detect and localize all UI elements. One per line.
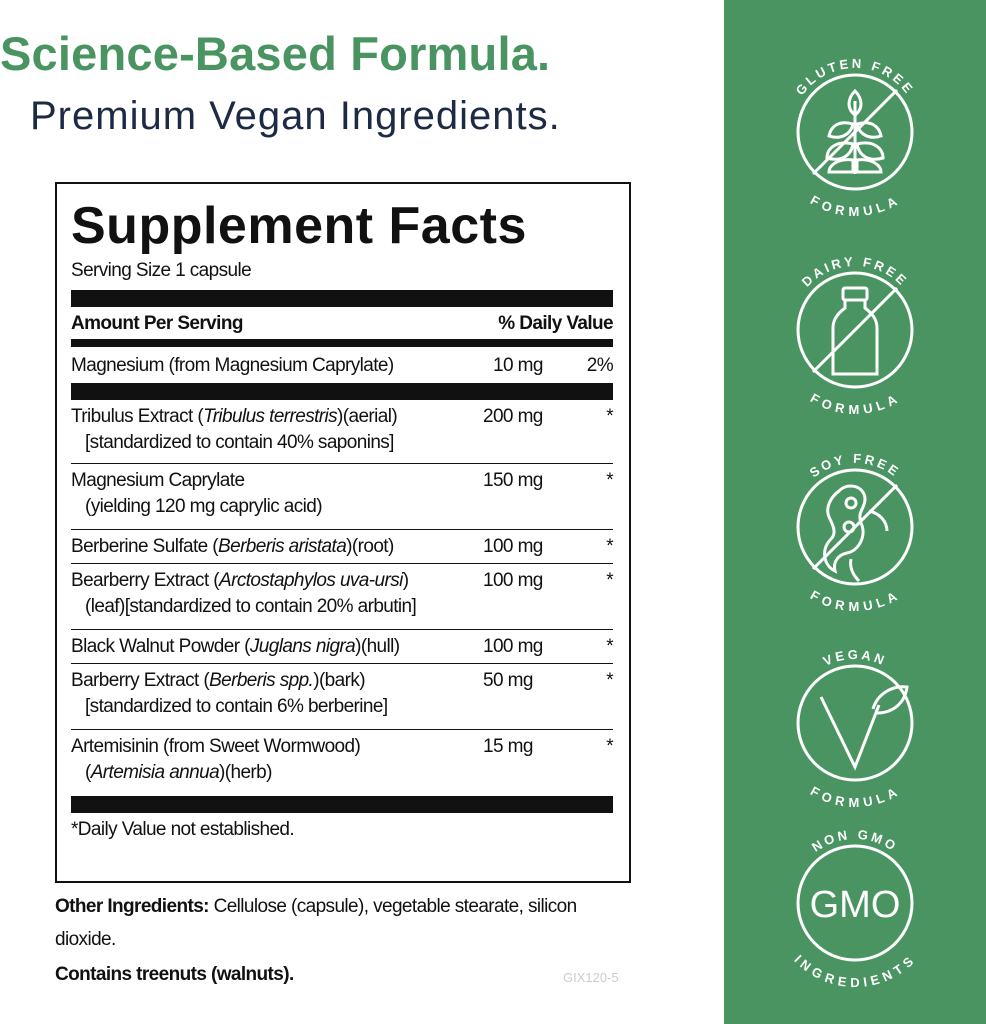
- milk-bottle-badge: DAIRY FREE FORMULA: [796, 254, 914, 416]
- amount-header: Amount Per Serving: [71, 313, 243, 334]
- ingredient-name: Tribulus Extract (Tribulus terrestris)(a…: [71, 406, 398, 453]
- ingredient-amount: 15 mg: [483, 736, 533, 757]
- badge-top-text: VEGAN: [821, 647, 886, 669]
- ingredient-dv: *: [606, 570, 613, 591]
- other-ingredients-text: Cellulose (capsule), vegetable stearate,…: [55, 896, 577, 950]
- table-row: Black Walnut Powder (Juglans nigra)(hull…: [71, 630, 614, 664]
- svg-text:FORMULA: FORMULA: [808, 783, 902, 809]
- divider-medium: [71, 339, 613, 347]
- table-row: Magnesium Caprylate (yielding 120 mg cap…: [71, 464, 614, 530]
- ingredient-name: Bearberry Extract (Arctostaphylos uva-ur…: [71, 570, 417, 617]
- badge-circle: [796, 844, 914, 962]
- ingredient-name: Magnesium Caprylate (yielding 120 mg cap…: [71, 470, 323, 517]
- facts-title: Supplement Facts: [71, 197, 527, 255]
- ingredient-amount: 200 mg: [483, 406, 543, 427]
- gmo-badge: NON GMO INGREDIENTS GMO: [791, 827, 918, 989]
- wheat-icon: [825, 88, 885, 174]
- allergen-statement: Contains treenuts (walnuts).: [55, 964, 294, 985]
- divider-thick: [71, 290, 613, 307]
- nutrient-name: Magnesium (from Magnesium Caprylate): [71, 355, 394, 376]
- magnesium-row: Magnesium (from Magnesium Caprylate) 10 …: [71, 347, 614, 383]
- ingredient-list: Tribulus Extract (Tribulus terrestris)(a…: [71, 400, 614, 796]
- headline: Science-Based Formula.: [0, 27, 551, 80]
- table-row: Tribulus Extract (Tribulus terrestris)(a…: [71, 400, 614, 464]
- svg-text:INGREDIENTS: INGREDIENTS: [791, 952, 918, 989]
- nutrient-dv: 2%: [586, 355, 614, 376]
- badge-circle: [796, 664, 914, 782]
- column-header: Amount Per Serving % Daily Value: [71, 307, 614, 339]
- badge-bottom-text: FORMULA: [808, 783, 899, 809]
- dv-header: % Daily Value: [498, 313, 613, 334]
- ingredient-dv: *: [606, 736, 613, 757]
- divider-thick: [71, 796, 613, 813]
- badge-top-text: NON GMO: [809, 827, 898, 855]
- table-row: Berberine Sulfate (Berberis aristata)(ro…: [71, 530, 614, 564]
- wheat-badge: GLUTEN FREE FORMULA: [792, 56, 914, 218]
- gmo-text: GMO: [810, 884, 901, 926]
- svg-text:FORMULA: FORMULA: [808, 192, 902, 218]
- table-row: Barberry Extract (Berberis spp.)(bark) […: [71, 664, 614, 730]
- badge-circle: [796, 468, 914, 586]
- badge-circle: [796, 271, 914, 389]
- badge-bottom-text: FORMULA: [808, 587, 899, 613]
- other-ingredients: Other Ingredients: Cellulose (capsule), …: [55, 890, 615, 991]
- footnote: *Daily Value not established.: [71, 819, 295, 840]
- svg-text:FORMULA: FORMULA: [808, 587, 902, 613]
- badge-panel: GLUTEN FREE FORMULA DAIRY FREE FORMULA S…: [724, 0, 986, 1024]
- badge-bottom-text: INGREDIENTS: [791, 952, 915, 989]
- badge-circle: [796, 73, 914, 191]
- badge-bottom-text: FORMULA: [808, 192, 899, 218]
- ingredient-amount: 100 mg: [483, 636, 543, 657]
- leaf-v-icon: [819, 685, 909, 771]
- ingredient-dv: *: [606, 536, 613, 557]
- badge-bottom-text: FORMULA: [808, 390, 899, 416]
- table-row: Artemisinin (from Sweet Wormwood) (Artem…: [71, 730, 614, 796]
- ingredient-dv: *: [606, 406, 613, 427]
- svg-text:VEGAN: VEGAN: [821, 647, 889, 669]
- product-code: GIX120-5: [563, 970, 619, 985]
- table-row: Bearberry Extract (Arctostaphylos uva-ur…: [71, 564, 614, 630]
- supplement-facts-panel: Supplement Facts Serving Size 1 capsule …: [55, 182, 631, 883]
- serving-size: Serving Size 1 capsule: [71, 260, 252, 281]
- slash-icon: [811, 286, 899, 374]
- svg-text:NON GMO: NON GMO: [809, 827, 901, 855]
- slash-icon: [811, 88, 899, 176]
- ingredient-dv: *: [606, 670, 613, 691]
- svg-text:SOY FREE: SOY FREE: [807, 451, 904, 480]
- ingredient-amount: 150 mg: [483, 470, 543, 491]
- ingredient-name: Black Walnut Powder (Juglans nigra)(hull…: [71, 636, 400, 657]
- other-ingredients-label: Other Ingredients:: [55, 896, 209, 917]
- badge-top-text: SOY FREE: [807, 451, 901, 480]
- ingredient-amount: 100 mg: [483, 570, 543, 591]
- subheadline: Premium Vegan Ingredients.: [30, 94, 561, 138]
- soybean-badge: SOY FREE FORMULA: [796, 451, 914, 613]
- slash-icon: [811, 483, 899, 571]
- ingredient-dv: *: [606, 636, 613, 657]
- ingredient-name: Berberine Sulfate (Berberis aristata)(ro…: [71, 536, 394, 557]
- nutrient-amount: 10 mg: [493, 355, 543, 376]
- leaf-v-badge: VEGAN FORMULA: [796, 647, 914, 809]
- ingredient-name: Artemisinin (from Sweet Wormwood) (Artem…: [71, 736, 361, 783]
- ingredient-dv: *: [606, 470, 613, 491]
- ingredient-name: Barberry Extract (Berberis spp.)(bark) […: [71, 670, 388, 717]
- svg-text:FORMULA: FORMULA: [808, 390, 902, 416]
- ingredient-amount: 50 mg: [483, 670, 533, 691]
- soybean-icon: [823, 484, 889, 583]
- ingredient-amount: 100 mg: [483, 536, 543, 557]
- divider-thick: [71, 383, 613, 400]
